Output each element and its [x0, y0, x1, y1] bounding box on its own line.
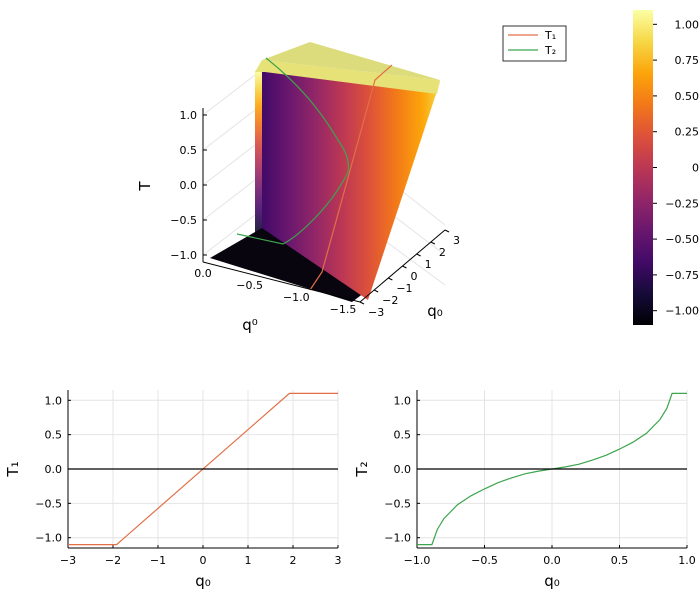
t2-y-tick-label: 1.0	[394, 394, 412, 407]
colorbar: −1.00 −0.75 −0.50 −0.25 0 0.25 0.50 0.75 1.00	[633, 10, 699, 325]
y-tick-label: −3	[368, 306, 384, 319]
legend: T₁ T₂	[502, 25, 567, 62]
z-tick-label: −1.0	[170, 249, 197, 262]
t2-x-tick-label: 0.5	[611, 554, 629, 567]
surface-curve-t1	[309, 64, 393, 291]
y-tick-label: 3	[453, 234, 460, 247]
t1-x-label: q₀	[195, 572, 211, 590]
z-tick-label: 1.0	[180, 109, 198, 122]
x-tick-label: 0.0	[194, 267, 212, 280]
y-tick-label: −2	[382, 294, 398, 307]
y-tick-mark	[388, 277, 393, 281]
y-tick-mark	[359, 301, 365, 305]
t1-x-tick-label: 3	[335, 554, 342, 567]
colorbar-gradient	[633, 10, 653, 325]
t2-ticks: −1.0 −0.5 0.0 0.5 1.0 −1.0 −0.5 0.0 0.5 1.0	[384, 394, 695, 567]
x-ticks: 0.0 −0.5 −1.0 −1.5	[194, 267, 356, 316]
t2-x-tick-label: −0.5	[471, 554, 498, 567]
t2-series	[417, 392, 687, 546]
z-tick-label: 0.5	[180, 144, 198, 157]
t2-y-tick-label: −1.0	[384, 532, 411, 545]
t1-plot: −3 −2 −1 0 1 2 3 −1.0 −0.5 0.0 0.5 1.0 q₀ T₁	[4, 390, 342, 590]
legend-box	[502, 25, 567, 62]
surface-slope	[262, 70, 440, 300]
colorbar-tick-label: 1.00	[675, 18, 700, 31]
t1-y-tick-label: 1.0	[45, 394, 63, 407]
x-axis	[202, 261, 361, 303]
y-tick-label: 1	[425, 258, 432, 271]
t1-x-tick-label: −2	[105, 554, 121, 567]
x-tick-label: −1.5	[330, 303, 357, 316]
t2-x-tick-label: 1.0	[678, 554, 696, 567]
t1-ticks: −3 −2 −1 0 1 2 3 −1.0 −0.5 0.0 0.5 1.0	[35, 394, 341, 567]
colorbar-tick-label: 0.75	[675, 54, 700, 67]
t2-plot: −1.0 −0.5 0.0 0.5 1.0 −1.0 −0.5 0.0 0.5 1.0 q₀ T₂	[353, 390, 696, 590]
t2-y-tick-label: 0.0	[394, 463, 412, 476]
y-tick-mark	[444, 229, 450, 233]
colorbar-tick-label: −0.25	[665, 197, 699, 210]
surface-top-plateau	[255, 60, 440, 94]
t1-y-tick-label: 0.0	[45, 463, 63, 476]
t1-x-tick-label: 2	[290, 554, 297, 567]
t1-y-label: T₁	[4, 461, 22, 477]
surface-panel: −1.0 −0.5 0.0 0.5 1.0 T 0.0 −0.5 −1.0 −1.5 q⁰ −…	[136, 42, 460, 334]
x-tick-label: −0.5	[236, 279, 263, 292]
y-tick-label: 0	[411, 270, 418, 283]
x-axis-label: q⁰	[242, 316, 258, 334]
colorbar-tick-label: −0.50	[665, 233, 699, 246]
t2-x-label: q₀	[544, 572, 560, 590]
t1-x-tick-label: −3	[60, 554, 76, 567]
colorbar-ticks: −1.00 −0.75 −0.50 −0.25 0 0.25 0.50 0.75 1.00	[653, 18, 700, 318]
t1-series	[68, 392, 338, 546]
colorbar-tick-label: −1.00	[665, 305, 699, 318]
z-ticks: −1.0 −0.5 0.0 0.5 1.0	[170, 109, 207, 262]
t2-x-tick-label: −1.0	[404, 554, 431, 567]
t2-y-tick-label: −0.5	[384, 497, 411, 510]
y-tick-mark	[373, 289, 379, 293]
z-tick-label: −0.5	[170, 214, 197, 227]
t1-y-tick-label: −1.0	[35, 532, 62, 545]
y-tick-mark	[416, 253, 421, 257]
legend-label-t2: T₂	[544, 44, 556, 57]
t2-y-label: T₂	[353, 461, 371, 477]
z-axis-label: T	[136, 181, 154, 192]
colorbar-tick-label: 0.50	[675, 90, 700, 103]
t1-x-tick-label: −1	[150, 554, 166, 567]
t1-x-tick-label: 1	[245, 554, 252, 567]
t2-y-tick-label: 0.5	[394, 429, 412, 442]
colorbar-tick-label: 0	[692, 162, 699, 175]
y-axis-label: q₀	[427, 302, 443, 320]
surface-top-edge	[262, 42, 440, 80]
legend-label-t1: T₁	[544, 29, 556, 42]
x-tick-label: −1.0	[283, 291, 310, 304]
z-tick-label: 0.0	[180, 179, 198, 192]
surface-lower-plateau	[210, 228, 368, 302]
colorbar-tick-label: 0.25	[675, 126, 700, 139]
t2-x-tick-label: 0.0	[543, 554, 561, 567]
y-tick-label: −1	[396, 282, 412, 295]
y-tick-mark	[430, 241, 436, 245]
y-tick-label: 2	[439, 246, 446, 259]
t1-y-tick-label: −0.5	[35, 497, 62, 510]
y-tick-mark	[402, 265, 407, 269]
colorbar-tick-label: −0.75	[665, 269, 699, 282]
surface-curve-t2	[236, 57, 350, 245]
t1-x-tick-label: 0	[200, 554, 207, 567]
t1-y-tick-label: 0.5	[45, 429, 63, 442]
